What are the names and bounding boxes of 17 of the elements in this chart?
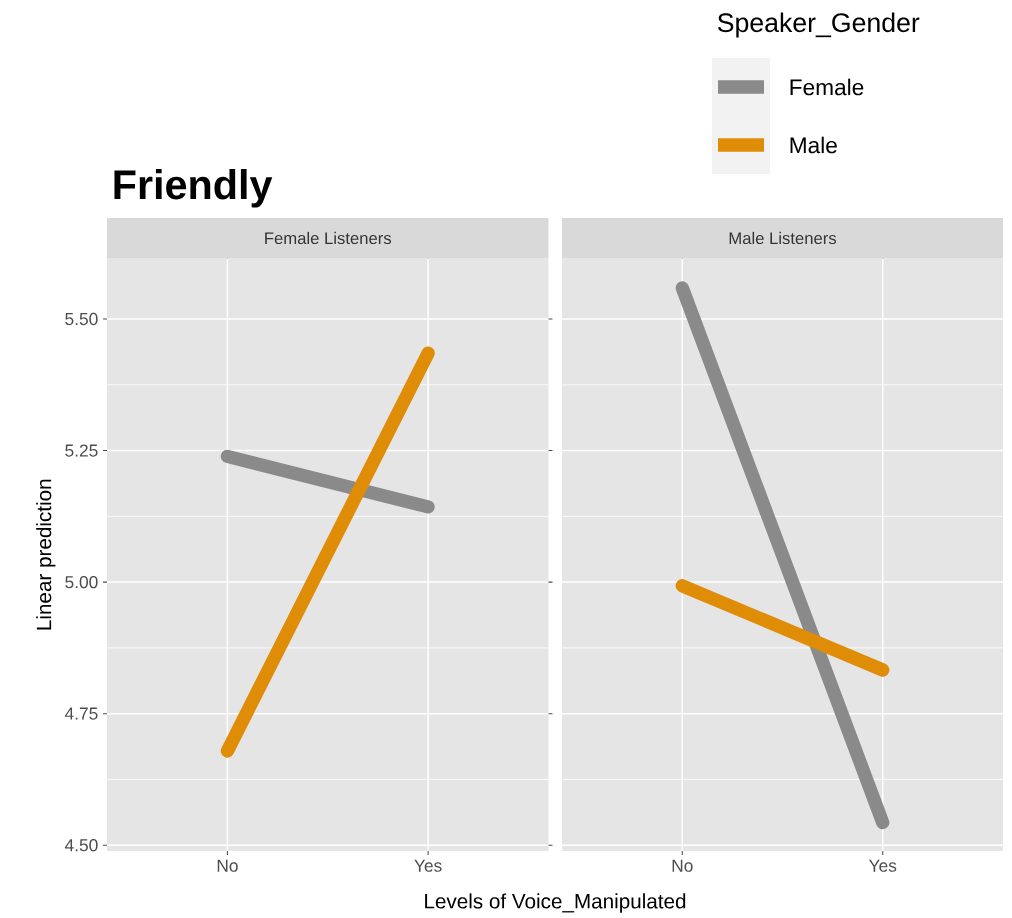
y-tick-label: 5.00 <box>65 575 98 589</box>
y-tick-label: 5.50 <box>65 312 98 326</box>
x-tick-label: No <box>672 859 693 872</box>
chart-subtitle: Female Listeners <box>265 231 392 245</box>
chart-subtitle: Male Listeners <box>729 231 837 245</box>
legend-label: Female <box>790 78 864 96</box>
chart-title: Friendly <box>114 169 273 208</box>
legend-label: Male <box>790 136 837 154</box>
x-tick-label: Yes <box>868 859 897 872</box>
y-tick-label: 4.50 <box>64 839 98 852</box>
x-tick-label: No <box>217 859 238 872</box>
x-tick-label: Yes <box>414 859 442 872</box>
y-tick-label: 5.25 <box>65 444 98 457</box>
y-axis-title: Linear prediction <box>36 479 56 630</box>
x-axis-title: Levels of Voice_Manipulated <box>425 893 686 913</box>
legend-title: Speaker_Gender <box>717 12 920 38</box>
y-tick-label: 4.75 <box>64 707 98 720</box>
